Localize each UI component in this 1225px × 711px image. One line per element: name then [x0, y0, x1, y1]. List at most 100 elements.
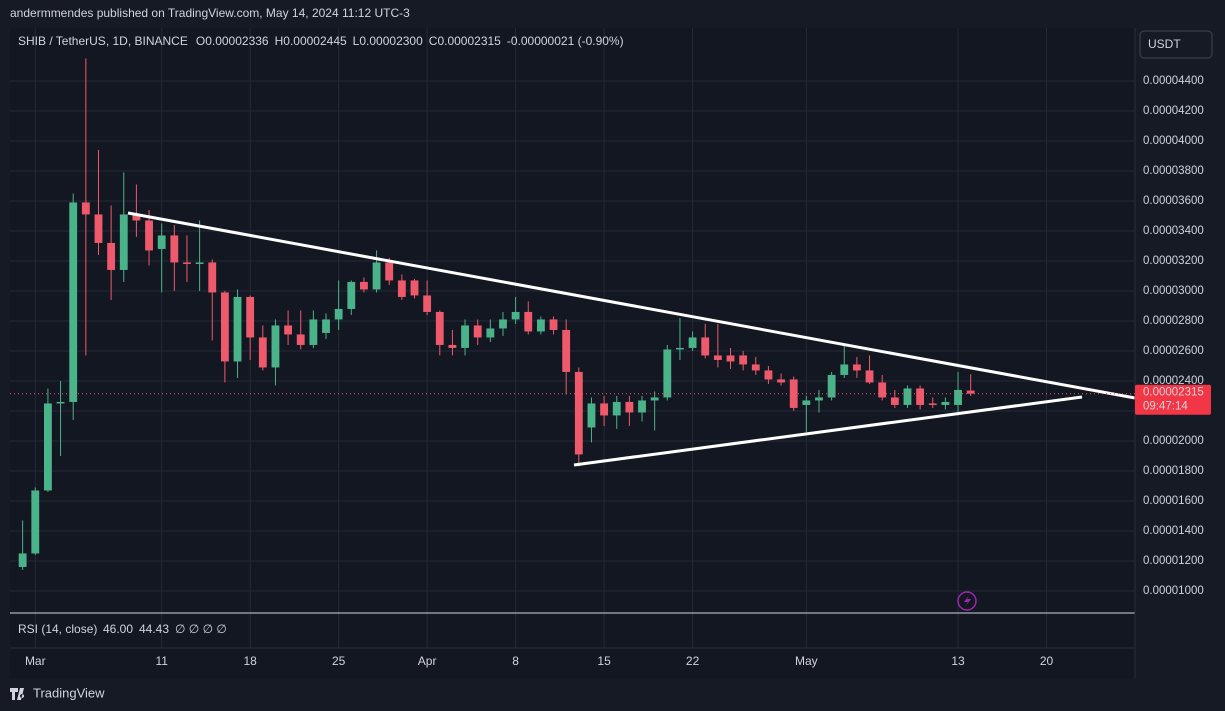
- candle-body: [928, 403, 937, 405]
- grid: [10, 28, 1135, 648]
- candle-body: [663, 349, 672, 398]
- y-tick-label: 0.00004000: [1143, 135, 1204, 147]
- candle-body: [499, 319, 507, 329]
- candle-body: [119, 214, 128, 270]
- candle-body: [612, 401, 621, 416]
- candle-body: [676, 347, 684, 350]
- rsi-label: RSI (14, close): [18, 622, 97, 636]
- legend-letter: L: [353, 34, 360, 48]
- candle-body: [183, 262, 191, 264]
- candle-body: [157, 235, 166, 249]
- candle-body: [536, 319, 545, 332]
- brand-logo: [10, 688, 25, 700]
- y-tick-label: 0.00002600: [1143, 345, 1204, 357]
- legend-change: -0.00000021 (-0.90%): [507, 34, 624, 48]
- symbol: SHIB / TetherUS, 1D, BINANCE: [18, 34, 188, 48]
- rsi-na: ∅ ∅ ∅ ∅: [175, 622, 227, 636]
- y-tick-label: 0.00003400: [1143, 225, 1204, 237]
- candle-body: [170, 235, 179, 263]
- candle-body: [69, 202, 78, 402]
- candle-body: [713, 355, 722, 360]
- candle-body: [954, 389, 962, 405]
- candles: [18, 58, 975, 570]
- candle-body: [56, 401, 65, 404]
- x-tick-label: 11: [155, 654, 168, 668]
- legend-value: 0.00002445: [283, 34, 347, 48]
- candle-body: [827, 374, 836, 398]
- candle-body: [524, 311, 533, 332]
- candle-body: [284, 325, 293, 335]
- y-tick-label: 0.00003200: [1143, 255, 1204, 267]
- x-tick-label: 13: [951, 654, 965, 668]
- candle-body: [448, 344, 457, 348]
- candle-body: [385, 262, 394, 281]
- x-tick-label: Apr: [418, 654, 437, 668]
- candle-body: [372, 262, 381, 290]
- candle-body: [688, 337, 697, 348]
- y-tick-label: 0.00002800: [1143, 315, 1204, 327]
- legend-value: 0.00002300: [359, 34, 423, 48]
- legend-value: 0.00002315: [437, 34, 501, 48]
- plot-background: [10, 28, 1135, 678]
- candle-body: [271, 325, 280, 368]
- candle-body: [208, 262, 217, 293]
- currency[interactable]: USDT: [1148, 37, 1181, 51]
- legend-letter: H: [275, 34, 284, 48]
- candle-body: [726, 355, 735, 362]
- candle-body: [966, 390, 975, 394]
- candle-body: [107, 242, 116, 270]
- candle-body: [802, 400, 811, 405]
- candle-body: [751, 364, 760, 371]
- candle-body: [486, 328, 495, 338]
- candle-body: [410, 280, 419, 296]
- header: andermmendes published on TradingView.co…: [10, 6, 410, 20]
- x-tick-label: 15: [597, 654, 611, 668]
- candle-body: [132, 214, 141, 221]
- x-tick-label: May: [795, 654, 818, 668]
- x-tick-label: 25: [332, 654, 346, 668]
- candle-body: [916, 388, 925, 405]
- candle-body: [322, 319, 330, 333]
- candle-body: [347, 281, 356, 309]
- last-price-box: [1135, 384, 1211, 415]
- candle-body: [777, 379, 785, 383]
- candle-body: [31, 490, 40, 554]
- rsi-value: 46.00: [103, 622, 133, 636]
- candle-body: [296, 334, 305, 345]
- candle-body: [638, 400, 646, 413]
- candle-body: [587, 403, 596, 428]
- candle-body: [435, 311, 444, 345]
- x-tick-label: 20: [1040, 654, 1054, 668]
- legend-letter: C: [429, 34, 438, 48]
- candle-body: [701, 337, 710, 356]
- candle-body: [423, 295, 432, 312]
- candle-body: [195, 262, 204, 264]
- y-tick-label: 0.00001200: [1143, 555, 1204, 567]
- currency-button[interactable]: [1139, 30, 1213, 59]
- y-tick-label: 0.00003600: [1143, 195, 1204, 207]
- candle-body: [852, 364, 861, 371]
- y-tick-label: 0.00004200: [1143, 105, 1204, 117]
- candle-body: [903, 388, 912, 405]
- candle-body: [549, 319, 558, 330]
- candle-body: [334, 308, 343, 320]
- candle-body: [574, 371, 583, 455]
- candle-body: [397, 280, 406, 297]
- candle-body: [473, 325, 482, 338]
- candle-body: [461, 325, 469, 348]
- candle-body: [890, 397, 899, 405]
- y-tick-label: 0.00001000: [1143, 585, 1204, 597]
- x-tick-label: Mar: [25, 654, 46, 668]
- candle-body: [865, 370, 874, 383]
- candle-body: [764, 370, 773, 380]
- legend: SHIB / TetherUS, 1D, BINANCE O 0.00002336…: [18, 34, 624, 48]
- candle-body: [246, 296, 255, 338]
- x-tick-label: 8: [512, 654, 519, 668]
- alert-icon[interactable]: [957, 591, 977, 611]
- candle-body: [220, 292, 229, 362]
- countdown: 09:47:14: [1143, 401, 1188, 413]
- legend-value: 0.00002336: [205, 34, 269, 48]
- x-tick-label: 22: [686, 654, 700, 668]
- y-tick-label: 0.00002000: [1143, 435, 1204, 447]
- candle-body: [360, 281, 368, 290]
